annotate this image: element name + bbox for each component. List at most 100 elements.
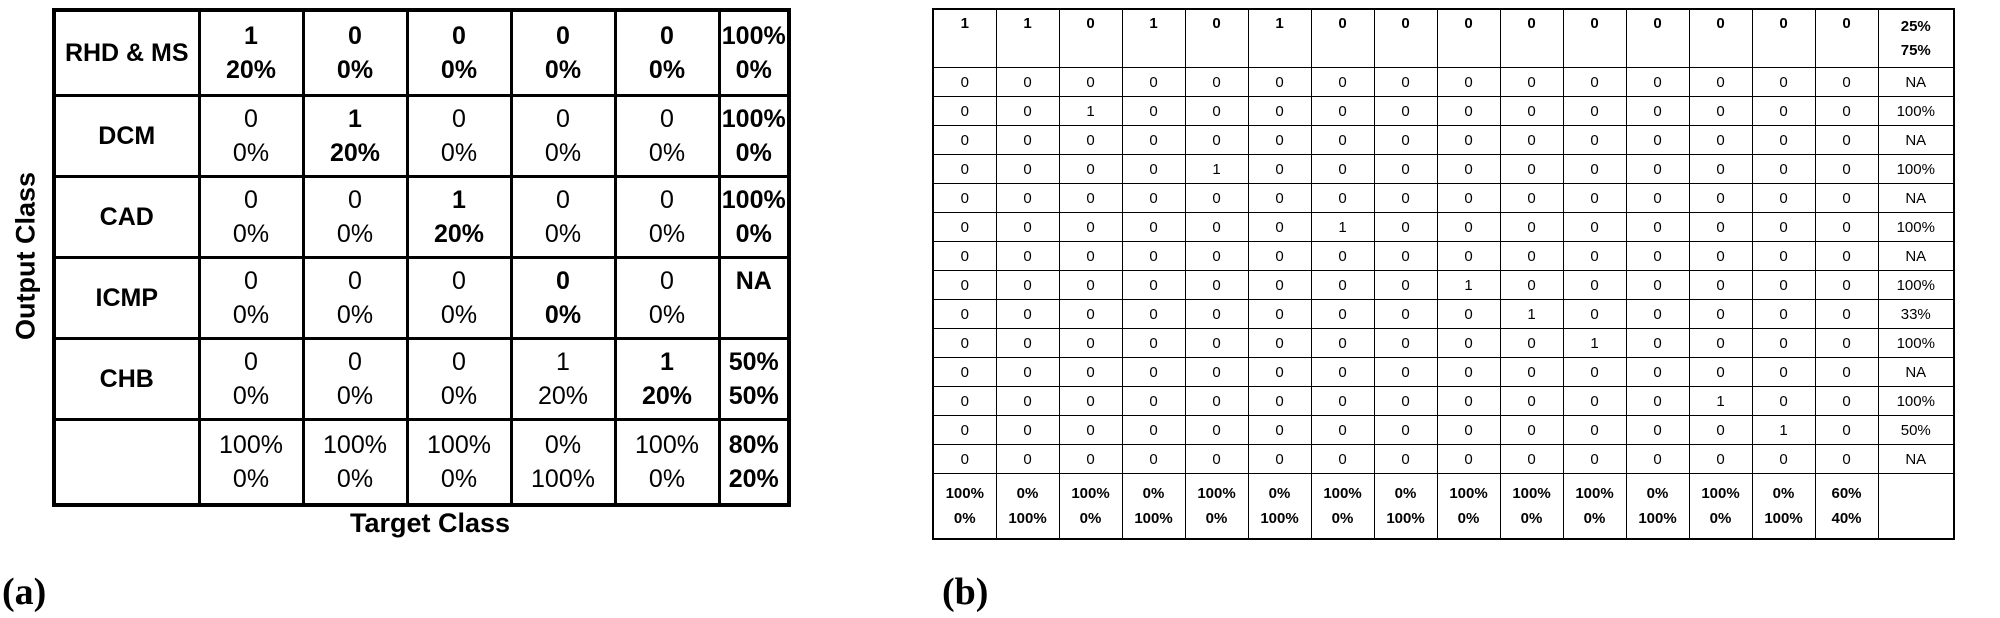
b-cell-r0-c11: 0 bbox=[1625, 8, 1690, 68]
b-cell-r1-c14: 0 bbox=[1814, 67, 1879, 97]
b-cell-r5-c0: 0 bbox=[932, 183, 997, 213]
b-cell-r3-c3: 0 bbox=[1121, 125, 1186, 155]
b-cell-r0-c3: 1 bbox=[1121, 8, 1186, 68]
b-col-summary-8: 100% 0% bbox=[1436, 473, 1501, 540]
b-cell-r4-c7: 0 bbox=[1373, 154, 1438, 184]
b-cell-r3-c8: 0 bbox=[1436, 125, 1501, 155]
b-cell-r10-c1: 0 bbox=[995, 328, 1060, 358]
b-cell-r5-c10: 0 bbox=[1562, 183, 1627, 213]
b-cell-r0-c2: 0 bbox=[1058, 8, 1123, 68]
b-cell-r4-c6: 0 bbox=[1310, 154, 1375, 184]
a-cell-r0-c4: 0 0% bbox=[613, 8, 721, 97]
b-cell-r7-c4: 0 bbox=[1184, 241, 1249, 271]
a-corner-summary: 80% 20% bbox=[717, 418, 791, 507]
b-cell-r0-c8: 0 bbox=[1436, 8, 1501, 68]
b-cell-r14-c7: 0 bbox=[1373, 444, 1438, 474]
a-row-summary-4: 50% 50% bbox=[717, 337, 791, 421]
b-cell-r6-c12: 0 bbox=[1688, 212, 1753, 242]
b-cell-r5-c4: 0 bbox=[1184, 183, 1249, 213]
b-cell-r2-c14: 0 bbox=[1814, 96, 1879, 126]
b-cell-r4-c14: 0 bbox=[1814, 154, 1879, 184]
b-cell-r14-c1: 0 bbox=[995, 444, 1060, 474]
b-cell-r0-c10: 0 bbox=[1562, 8, 1627, 68]
b-col-summary-12: 100% 0% bbox=[1688, 473, 1753, 540]
a-row-summary-3: NA bbox=[717, 256, 791, 340]
b-row-summary-10: 100% bbox=[1877, 328, 1955, 358]
b-cell-r8-c9: 0 bbox=[1499, 270, 1564, 300]
b-cell-r6-c14: 0 bbox=[1814, 212, 1879, 242]
b-cell-r8-c12: 0 bbox=[1688, 270, 1753, 300]
a-cell-r2-c3: 0 0% bbox=[509, 175, 617, 259]
b-cell-r0-c1: 1 bbox=[995, 8, 1060, 68]
b-cell-r13-c4: 0 bbox=[1184, 415, 1249, 445]
b-cell-r11-c1: 0 bbox=[995, 357, 1060, 387]
b-cell-r1-c2: 0 bbox=[1058, 67, 1123, 97]
b-cell-r4-c12: 0 bbox=[1688, 154, 1753, 184]
b-cell-r10-c5: 0 bbox=[1247, 328, 1312, 358]
b-cell-r6-c9: 0 bbox=[1499, 212, 1564, 242]
b-cell-r5-c2: 0 bbox=[1058, 183, 1123, 213]
b-cell-r5-c9: 0 bbox=[1499, 183, 1564, 213]
b-cell-r11-c5: 0 bbox=[1247, 357, 1312, 387]
b-cell-r10-c14: 0 bbox=[1814, 328, 1879, 358]
a-cell-r4-c2: 0 0% bbox=[405, 337, 513, 421]
b-cell-r4-c8: 0 bbox=[1436, 154, 1501, 184]
a-col-summary-3: 0% 100% bbox=[509, 418, 617, 507]
b-cell-r10-c6: 0 bbox=[1310, 328, 1375, 358]
a-cell-r1-c3: 0 0% bbox=[509, 94, 617, 178]
a-cell-r1-c0: 0 0% bbox=[197, 94, 305, 178]
a-col-summary-2: 100% 0% bbox=[405, 418, 513, 507]
b-cell-r10-c10: 1 bbox=[1562, 328, 1627, 358]
b-cell-r8-c2: 0 bbox=[1058, 270, 1123, 300]
b-cell-r6-c8: 0 bbox=[1436, 212, 1501, 242]
b-cell-r3-c13: 0 bbox=[1751, 125, 1816, 155]
b-cell-r0-c9: 0 bbox=[1499, 8, 1564, 68]
b-row-summary-13: 50% bbox=[1877, 415, 1955, 445]
b-cell-r8-c5: 0 bbox=[1247, 270, 1312, 300]
b-cell-r6-c7: 0 bbox=[1373, 212, 1438, 242]
panel-b-label: (b) bbox=[942, 571, 989, 613]
b-cell-r1-c11: 0 bbox=[1625, 67, 1690, 97]
b-cell-r11-c7: 0 bbox=[1373, 357, 1438, 387]
b-cell-r9-c12: 0 bbox=[1688, 299, 1753, 329]
b-cell-r8-c7: 0 bbox=[1373, 270, 1438, 300]
b-cell-r11-c6: 0 bbox=[1310, 357, 1375, 387]
b-cell-r12-c6: 0 bbox=[1310, 386, 1375, 416]
a-col-summary-1: 100% 0% bbox=[301, 418, 409, 507]
a-col-summary-label bbox=[52, 418, 201, 507]
b-cell-r1-c9: 0 bbox=[1499, 67, 1564, 97]
b-cell-r3-c4: 0 bbox=[1184, 125, 1249, 155]
b-row-summary-2: 100% bbox=[1877, 96, 1955, 126]
b-cell-r7-c2: 0 bbox=[1058, 241, 1123, 271]
b-cell-r2-c6: 0 bbox=[1310, 96, 1375, 126]
b-cell-r13-c10: 0 bbox=[1562, 415, 1627, 445]
b-cell-r1-c12: 0 bbox=[1688, 67, 1753, 97]
b-cell-r9-c5: 0 bbox=[1247, 299, 1312, 329]
b-cell-r11-c2: 0 bbox=[1058, 357, 1123, 387]
b-cell-r12-c8: 0 bbox=[1436, 386, 1501, 416]
b-cell-r5-c14: 0 bbox=[1814, 183, 1879, 213]
b-cell-r12-c1: 0 bbox=[995, 386, 1060, 416]
b-cell-r14-c8: 0 bbox=[1436, 444, 1501, 474]
b-cell-r7-c10: 0 bbox=[1562, 241, 1627, 271]
b-cell-r3-c6: 0 bbox=[1310, 125, 1375, 155]
b-cell-r7-c8: 0 bbox=[1436, 241, 1501, 271]
b-row-summary-11: NA bbox=[1877, 357, 1955, 387]
b-cell-r12-c3: 0 bbox=[1121, 386, 1186, 416]
b-cell-r11-c3: 0 bbox=[1121, 357, 1186, 387]
b-cell-r5-c7: 0 bbox=[1373, 183, 1438, 213]
b-cell-r13-c1: 0 bbox=[995, 415, 1060, 445]
b-cell-r11-c4: 0 bbox=[1184, 357, 1249, 387]
b-cell-r10-c4: 0 bbox=[1184, 328, 1249, 358]
a-row-summary-2: 100% 0% bbox=[717, 175, 791, 259]
b-cell-r6-c0: 0 bbox=[932, 212, 997, 242]
b-cell-r14-c14: 0 bbox=[1814, 444, 1879, 474]
b-row-summary-8: 100% bbox=[1877, 270, 1955, 300]
a-cell-r4-c0: 0 0% bbox=[197, 337, 305, 421]
b-row-summary-3: NA bbox=[1877, 125, 1955, 155]
b-cell-r4-c9: 0 bbox=[1499, 154, 1564, 184]
b-cell-r9-c8: 0 bbox=[1436, 299, 1501, 329]
b-cell-r2-c9: 0 bbox=[1499, 96, 1564, 126]
b-cell-r11-c8: 0 bbox=[1436, 357, 1501, 387]
b-cell-r11-c12: 0 bbox=[1688, 357, 1753, 387]
